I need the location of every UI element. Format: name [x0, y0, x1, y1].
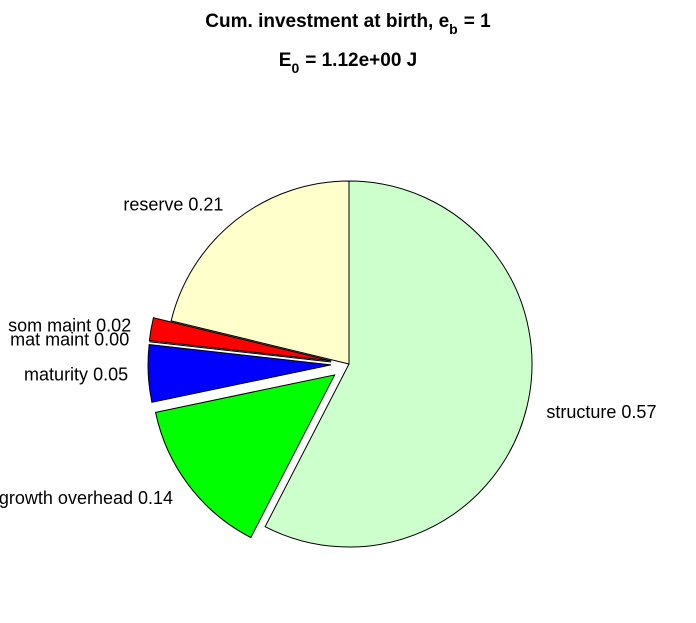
slice-label: som maint 0.02	[8, 316, 131, 336]
slice-value: 0.02	[96, 316, 131, 336]
slice-value: 0.00	[94, 329, 129, 349]
title-subscript: b	[449, 21, 458, 37]
title-text: Cum. investment at birth, e	[205, 11, 449, 32]
title-text: = 1	[464, 11, 491, 32]
slice-value: 0.57	[621, 402, 656, 422]
slice-name: reserve	[123, 194, 183, 214]
pie-slice	[148, 317, 332, 362]
slice-label: maturity 0.05	[24, 365, 128, 385]
slice-name: maturity	[24, 365, 88, 385]
slice-label: mat maint 0.00	[10, 329, 129, 349]
slice-name: growth overhead	[0, 488, 133, 508]
slice-name: structure	[546, 402, 616, 422]
slice-value: 0.05	[93, 365, 128, 385]
subtitle-subscript: 0	[291, 60, 299, 76]
slice-value: 0.21	[188, 194, 223, 214]
pie-slice	[264, 180, 533, 548]
chart-subtitle: E0 = 1.12e+00 J	[279, 50, 417, 76]
slice-label: growth overhead 0.14	[0, 488, 173, 508]
slice-label: reserve 0.21	[123, 194, 223, 214]
subtitle-text: = 1.12e+00 J	[305, 50, 417, 71]
slice-name: som maint	[8, 316, 91, 336]
chart-title: Cum. investment at birth, eb = 1	[205, 11, 491, 37]
subtitle-text: E	[279, 50, 292, 71]
pie-slice	[154, 374, 336, 539]
slice-name: mat maint	[10, 329, 89, 349]
pie-slice	[147, 344, 332, 403]
pie-slice	[170, 180, 350, 365]
slice-label: structure 0.57	[546, 402, 656, 422]
slice-value: 0.14	[138, 488, 173, 508]
